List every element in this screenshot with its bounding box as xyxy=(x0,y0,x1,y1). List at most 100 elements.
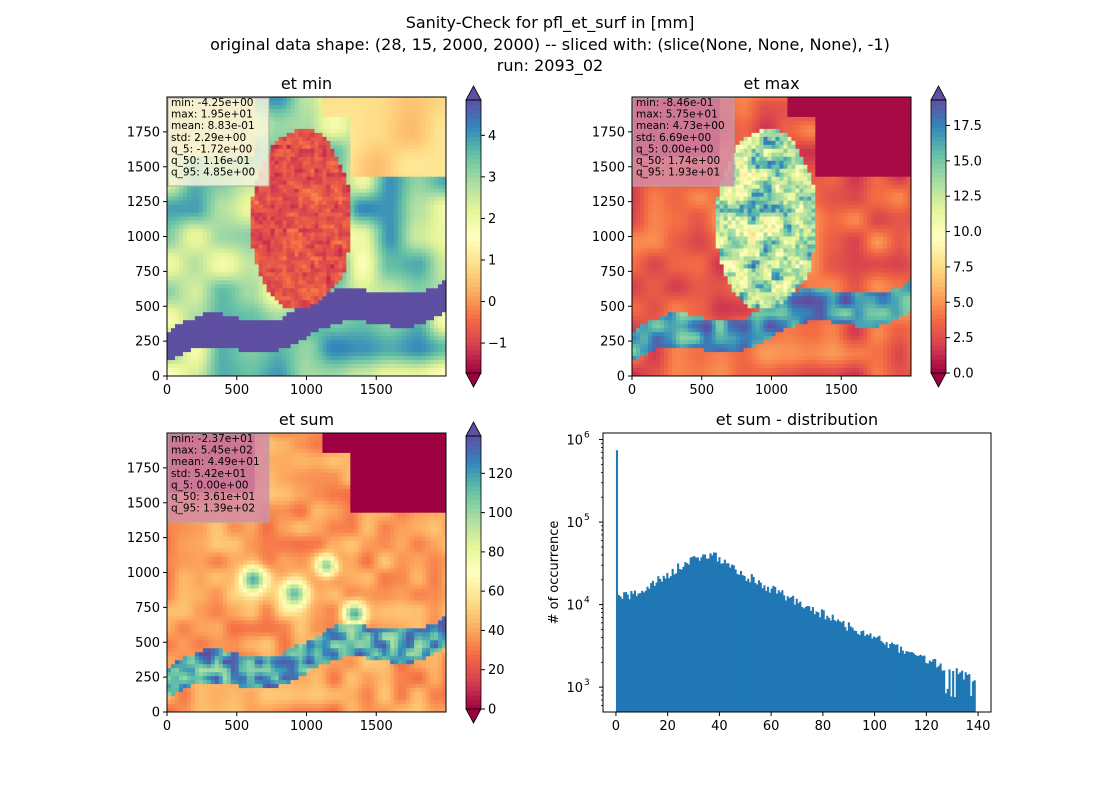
x-tick-label: 0 xyxy=(163,383,171,398)
heatmap-cell xyxy=(330,312,335,317)
heatmap-cell xyxy=(222,300,228,305)
heatmap-cell xyxy=(306,172,311,178)
heatmap-cell xyxy=(426,284,431,289)
heatmap-cell xyxy=(358,368,363,373)
heatmap-cell xyxy=(398,356,403,361)
heatmap-cell xyxy=(286,244,291,249)
heatmap-cell xyxy=(306,124,311,130)
heatmap-cell xyxy=(398,364,403,369)
heatmap-cell xyxy=(422,100,427,106)
heatmap-cell xyxy=(370,144,375,150)
heatmap-cell xyxy=(186,240,192,245)
heatmap-cell xyxy=(190,368,196,373)
heatmap-cell xyxy=(322,216,327,221)
heatmap-cell xyxy=(290,288,295,293)
heatmap-cell xyxy=(222,308,228,313)
heatmap-cell xyxy=(198,276,204,281)
heatmap-cell xyxy=(386,180,391,186)
heatmap-cell xyxy=(386,176,391,182)
heatmap-cell xyxy=(326,176,331,182)
heatmap-cell xyxy=(346,252,351,257)
heatmap-cell xyxy=(258,284,264,289)
heatmap-cell xyxy=(318,352,323,357)
heatmap-cell xyxy=(298,356,303,361)
heatmap-cell xyxy=(278,97,283,102)
heatmap-cell xyxy=(286,112,291,118)
heatmap-cell xyxy=(378,224,383,229)
heatmap-cell xyxy=(330,128,335,134)
heatmap-cell xyxy=(274,228,279,233)
heatmap-cell xyxy=(318,120,323,126)
heatmap-cell xyxy=(414,208,419,213)
heatmap-cell xyxy=(230,352,236,357)
heatmap-cell xyxy=(210,292,216,297)
heatmap-cell xyxy=(406,308,411,313)
heatmap-cell xyxy=(378,216,383,221)
heatmap-cell xyxy=(262,340,268,345)
heatmap-cell xyxy=(434,372,439,377)
heatmap-cell xyxy=(278,296,283,301)
heatmap-cell xyxy=(254,212,260,217)
heatmap-cell xyxy=(254,240,260,245)
heatmap-cell xyxy=(234,348,240,353)
heatmap-cell xyxy=(322,240,327,245)
heatmap-cell xyxy=(210,260,216,265)
heatmap-cell xyxy=(442,116,447,122)
heatmap-cell xyxy=(370,136,375,142)
heatmap-cell xyxy=(182,360,188,365)
heatmap-cell xyxy=(318,324,323,329)
colorbar-segment xyxy=(466,186,481,192)
heatmap-cell xyxy=(198,212,204,217)
heatmap-cell xyxy=(362,228,367,233)
heatmap-cell xyxy=(278,188,283,194)
heatmap-cell xyxy=(430,108,435,114)
stats-line: q_5: -1.72e+00 xyxy=(171,143,252,155)
heatmap-cell xyxy=(170,280,176,285)
heatmap-cell xyxy=(382,184,387,190)
heatmap-cell xyxy=(414,252,419,257)
heatmap-cell xyxy=(322,136,327,142)
heatmap-cell xyxy=(206,352,212,357)
heatmap-cell xyxy=(330,236,335,241)
heatmap-cell xyxy=(362,132,367,138)
heatmap-cell xyxy=(186,236,192,241)
heatmap-cell xyxy=(298,328,303,333)
heatmap-cell xyxy=(218,208,224,213)
heatmap-cell xyxy=(350,152,355,158)
heatmap-cell xyxy=(334,364,339,369)
heatmap-cell xyxy=(298,320,303,325)
heatmap-cell xyxy=(318,308,323,313)
heatmap-cell xyxy=(418,284,423,289)
heatmap-cell xyxy=(410,372,415,377)
y-tick-label: 1000 xyxy=(127,230,160,245)
heatmap-cell xyxy=(426,104,431,110)
heatmap-cell xyxy=(390,332,395,337)
heatmap-cell xyxy=(426,264,431,269)
heatmap-cell xyxy=(382,120,387,126)
heatmap-cell xyxy=(262,344,268,349)
heatmap-cell xyxy=(358,372,363,377)
heatmap-cell xyxy=(334,344,339,349)
heatmap-cell xyxy=(322,204,327,209)
heatmap-cell xyxy=(282,308,287,313)
heatmap-cell xyxy=(398,280,403,285)
heatmap-cell xyxy=(442,288,447,293)
heatmap-cell xyxy=(330,136,335,142)
heatmap-cell xyxy=(334,220,339,225)
heatmap-cell xyxy=(238,292,244,297)
heatmap-cell xyxy=(167,348,172,353)
heatmap-cell xyxy=(422,148,427,154)
heatmap-cell xyxy=(266,296,272,301)
heatmap-cell xyxy=(226,276,232,281)
heatmap-cell xyxy=(167,204,172,209)
heatmap-cell xyxy=(414,356,419,361)
heatmap-cell xyxy=(390,372,395,377)
heatmap-cell xyxy=(346,188,351,194)
heatmap-cell xyxy=(398,176,403,182)
heatmap-cell xyxy=(378,236,383,241)
heatmap-cell xyxy=(326,180,331,186)
heatmap-cell xyxy=(362,328,367,333)
heatmap-cell xyxy=(250,324,256,329)
heatmap-cell xyxy=(398,140,403,146)
heatmap-cell xyxy=(194,344,200,349)
